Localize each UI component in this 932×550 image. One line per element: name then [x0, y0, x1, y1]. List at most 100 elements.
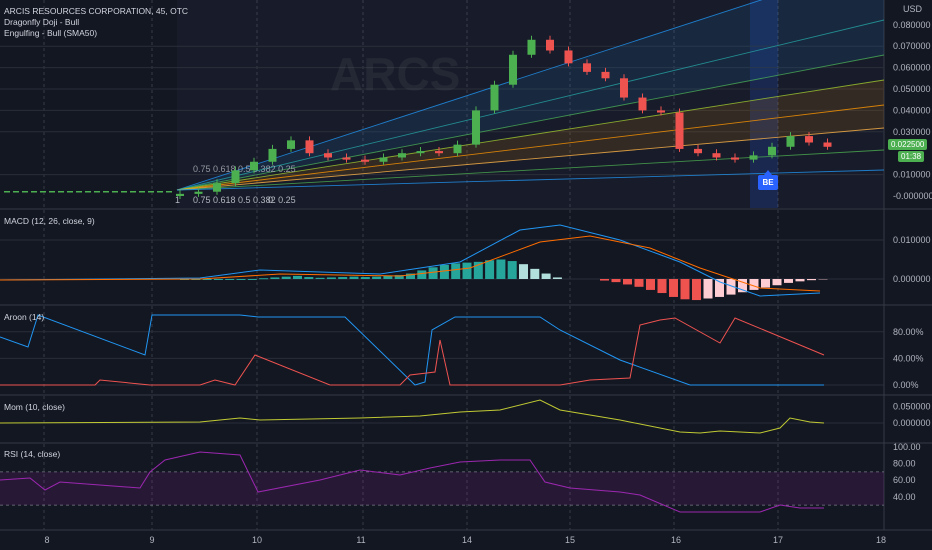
macd-bar — [485, 260, 495, 279]
price-axis-label: 0.080000 — [893, 20, 931, 30]
be-badge[interactable]: BE — [758, 170, 778, 190]
macd-bar — [657, 279, 667, 294]
candle — [103, 191, 109, 193]
candle — [768, 146, 776, 156]
candle — [213, 183, 221, 192]
macd-bar — [360, 277, 370, 279]
candle — [13, 191, 19, 193]
legend: ARCIS RESOURCES CORPORATION, 45, OTC Dra… — [4, 6, 188, 39]
candle — [250, 161, 258, 171]
rsi-band — [0, 471, 884, 506]
candle — [527, 39, 536, 55]
macd-bar — [530, 268, 540, 279]
candle — [287, 140, 295, 149]
time-axis-label: 11 — [356, 535, 365, 545]
macd-bar — [519, 264, 528, 279]
macd-bar — [338, 277, 348, 279]
candle — [657, 110, 665, 113]
macd-bar — [372, 276, 382, 279]
time-axis-label: 8 — [44, 535, 49, 545]
macd-bar — [293, 275, 302, 279]
candle — [509, 54, 517, 85]
indicator-engulfing[interactable]: Engulfing - Bull (SMA50) — [4, 28, 98, 38]
candle — [675, 112, 684, 149]
candle — [67, 191, 73, 193]
candle — [76, 191, 82, 193]
macd-bar — [259, 278, 269, 280]
fan-ray — [176, 54, 885, 191]
rsi-pane[interactable] — [0, 451, 884, 513]
time-axis-label: 18 — [876, 535, 886, 545]
macd-axis-label: 0.000000 — [893, 274, 931, 284]
macd-bar — [326, 277, 336, 279]
candle — [564, 50, 573, 64]
mom-axis-label: 0.000000 — [893, 418, 931, 428]
rsi-axis-label: 100.00 — [893, 442, 921, 452]
candle — [786, 136, 795, 147]
candle — [49, 191, 55, 193]
rsi-axis-label: 60.00 — [893, 475, 916, 485]
candle — [731, 157, 739, 160]
macd-bar — [428, 267, 438, 279]
grid — [0, 0, 932, 531]
candle — [398, 153, 406, 158]
last-price-tag: 0.022500 — [888, 139, 928, 150]
macd-bar — [623, 279, 632, 285]
macd-bar — [247, 279, 257, 280]
fan-fill-orange — [177, 80, 884, 190]
macd-pane[interactable] — [0, 224, 884, 301]
macd-bar — [383, 275, 393, 279]
macd-bar — [772, 279, 782, 286]
indicator-dragonfly[interactable]: Dragonfly Doji - Bull — [4, 17, 80, 27]
candle — [194, 191, 203, 194]
rsi-title[interactable]: RSI (14, close) — [4, 449, 61, 459]
axes: USD 0.080000 0.070000 0.060000 0.050000 0.040… — [44, 4, 932, 545]
candle — [4, 191, 10, 193]
candle — [176, 193, 184, 196]
fib-fan[interactable]: 0.75 0.618 0.5 0.382 0.25 1 0.75 0.618 0.5… — [175, 0, 885, 205]
macd-bar — [715, 279, 724, 297]
aroon-up — [0, 314, 824, 386]
macd-bar — [784, 279, 793, 283]
macd-bar — [646, 279, 655, 290]
macd-bar — [507, 261, 517, 279]
mom-title[interactable]: Mom (10, close) — [4, 402, 65, 412]
fan-ray — [176, 79, 885, 191]
macd-title[interactable]: MACD (12, 26, close, 9) — [4, 216, 95, 226]
candle — [268, 148, 277, 162]
price-axis-label: 0.010000 — [893, 170, 931, 180]
candle — [231, 170, 240, 184]
aroon-down — [0, 317, 825, 386]
macd-bar — [225, 279, 235, 280]
time-axis-label: 17 — [773, 535, 783, 545]
symbol-title[interactable]: ARCIS RESOURCES CORPORATION, 45, OTC — [4, 6, 189, 16]
price-axis-label: 0.040000 — [893, 105, 931, 115]
candle — [85, 191, 91, 193]
macd-bar — [281, 276, 291, 279]
candle — [546, 39, 554, 51]
macd-bar — [462, 262, 472, 279]
candle — [361, 159, 369, 162]
macd-bar — [349, 276, 359, 279]
candle — [416, 151, 425, 154]
aroon-title[interactable]: Aroon (14) — [4, 312, 45, 322]
price-axis-label: 0.030000 — [893, 127, 931, 137]
macd-bar — [541, 273, 551, 279]
candle — [453, 144, 462, 154]
fan-ray — [176, 149, 885, 191]
candle — [472, 110, 480, 145]
aroon-axis-label: 0.00% — [893, 380, 919, 390]
candle — [31, 191, 37, 193]
candle — [112, 191, 118, 193]
candle — [694, 148, 702, 154]
mom-pane[interactable] — [0, 399, 884, 434]
macd-bar — [761, 279, 770, 288]
macd-bar — [406, 273, 415, 279]
candle — [749, 155, 758, 160]
currency-label: USD — [903, 4, 923, 14]
macd-bar — [680, 279, 690, 300]
aroon-pane[interactable] — [0, 314, 884, 386]
candle — [130, 191, 136, 193]
rsi-axis-label: 40.00 — [893, 492, 916, 502]
